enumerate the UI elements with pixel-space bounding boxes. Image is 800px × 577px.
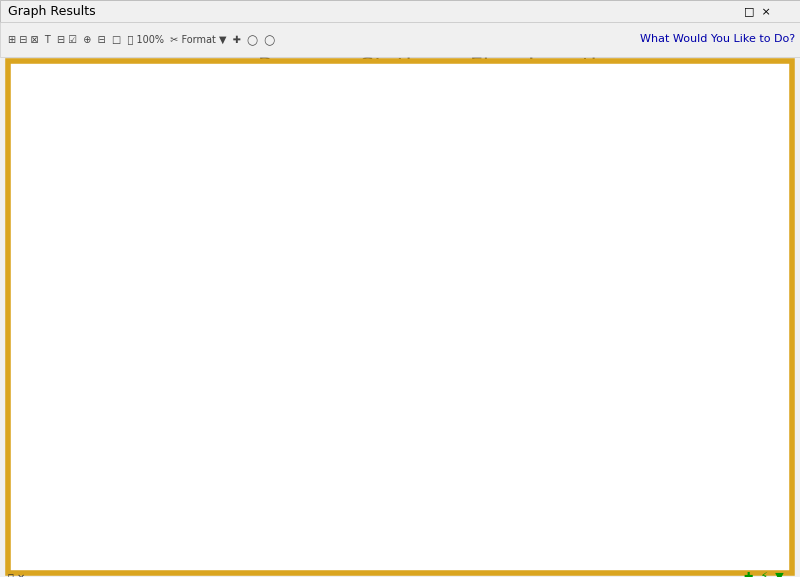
Pressure Static <box>771 504 781 511</box>
Text: 🟥 ×: 🟥 × <box>8 572 25 577</box>
Legend: Pressure Static: Pressure Static <box>609 94 769 128</box>
Pressure Static <box>647 444 657 451</box>
Line: Pressure Static: Pressure Static <box>86 177 776 507</box>
Y-axis label: Pressure Static (psig): Pressure Static (psig) <box>18 211 37 387</box>
Pressure Static <box>455 352 465 359</box>
Text: What Would You Like to Do?: What Would You Like to Do? <box>640 35 795 44</box>
Text: Graph Results: Graph Results <box>8 5 96 17</box>
Text: □  ×: □ × <box>744 6 771 16</box>
Pressure Static <box>755 496 765 503</box>
Pressure Static <box>410 331 419 338</box>
Title: Pressure Static vs. Flow Length: Pressure Static vs. Flow Length <box>258 57 605 77</box>
Pressure Static <box>492 370 502 377</box>
Pressure Static <box>82 174 91 181</box>
X-axis label: Flow Length (feet): Flow Length (feet) <box>356 540 507 558</box>
Text: ✚  ⚡  ▼: ✚ ⚡ ▼ <box>744 572 784 577</box>
Pressure Static <box>414 332 423 339</box>
Text: ⊞ ⊟ ⊠  T  ⊟ ☑  ⊕  ⊟  □  🔍 100%  ✂ Format ▼  ✚  ◯  ◯: ⊞ ⊟ ⊠ T ⊟ ☑ ⊕ ⊟ □ 🔍 100% ✂ Format ▼ ✚ ◯ … <box>8 34 275 45</box>
